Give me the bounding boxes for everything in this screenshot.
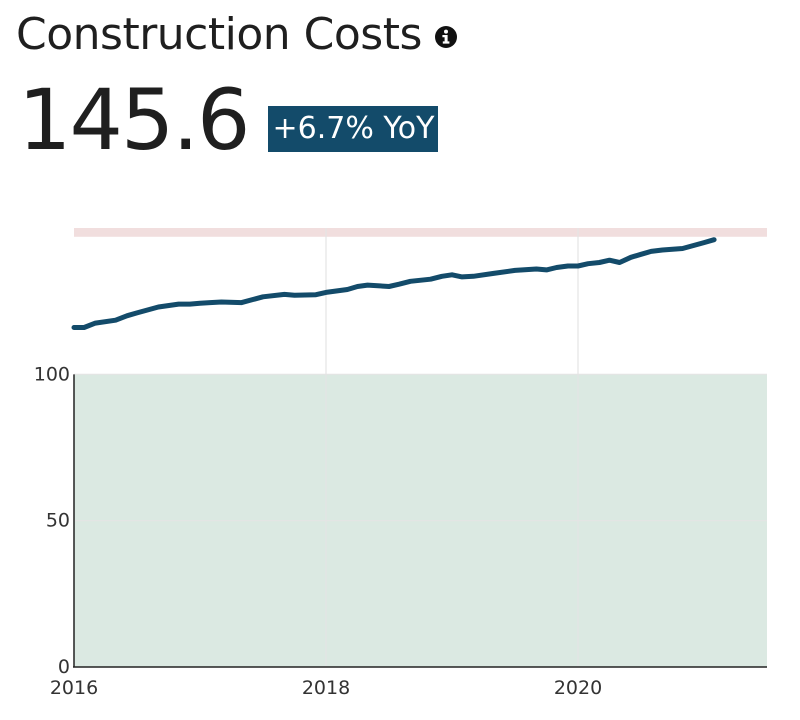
series-layer	[71, 237, 717, 330]
x-tick-label: 2018	[302, 677, 350, 699]
y-tick-label: 50	[46, 510, 70, 532]
axes-layer: 0 50 100 2016 2018 2020	[34, 363, 767, 699]
series-line-0	[71, 237, 717, 330]
value-row: 145.6 +6.7% YoY	[18, 70, 439, 170]
band-1	[74, 228, 767, 237]
y-tick-label: 100	[34, 363, 70, 385]
yoy-change-badge: +6.7% YoY	[268, 106, 439, 152]
x-tick-label: 2020	[554, 677, 602, 699]
y-tick-label: 0	[58, 656, 70, 678]
x-tick-label: 2016	[50, 677, 98, 699]
title-row: Construction Costs	[16, 6, 458, 62]
chart-title: Construction Costs	[16, 8, 422, 60]
current-value: 145.6	[18, 71, 250, 169]
info-circle-icon[interactable]	[434, 25, 458, 49]
grid-layer	[74, 228, 767, 667]
bands-layer	[74, 228, 767, 667]
